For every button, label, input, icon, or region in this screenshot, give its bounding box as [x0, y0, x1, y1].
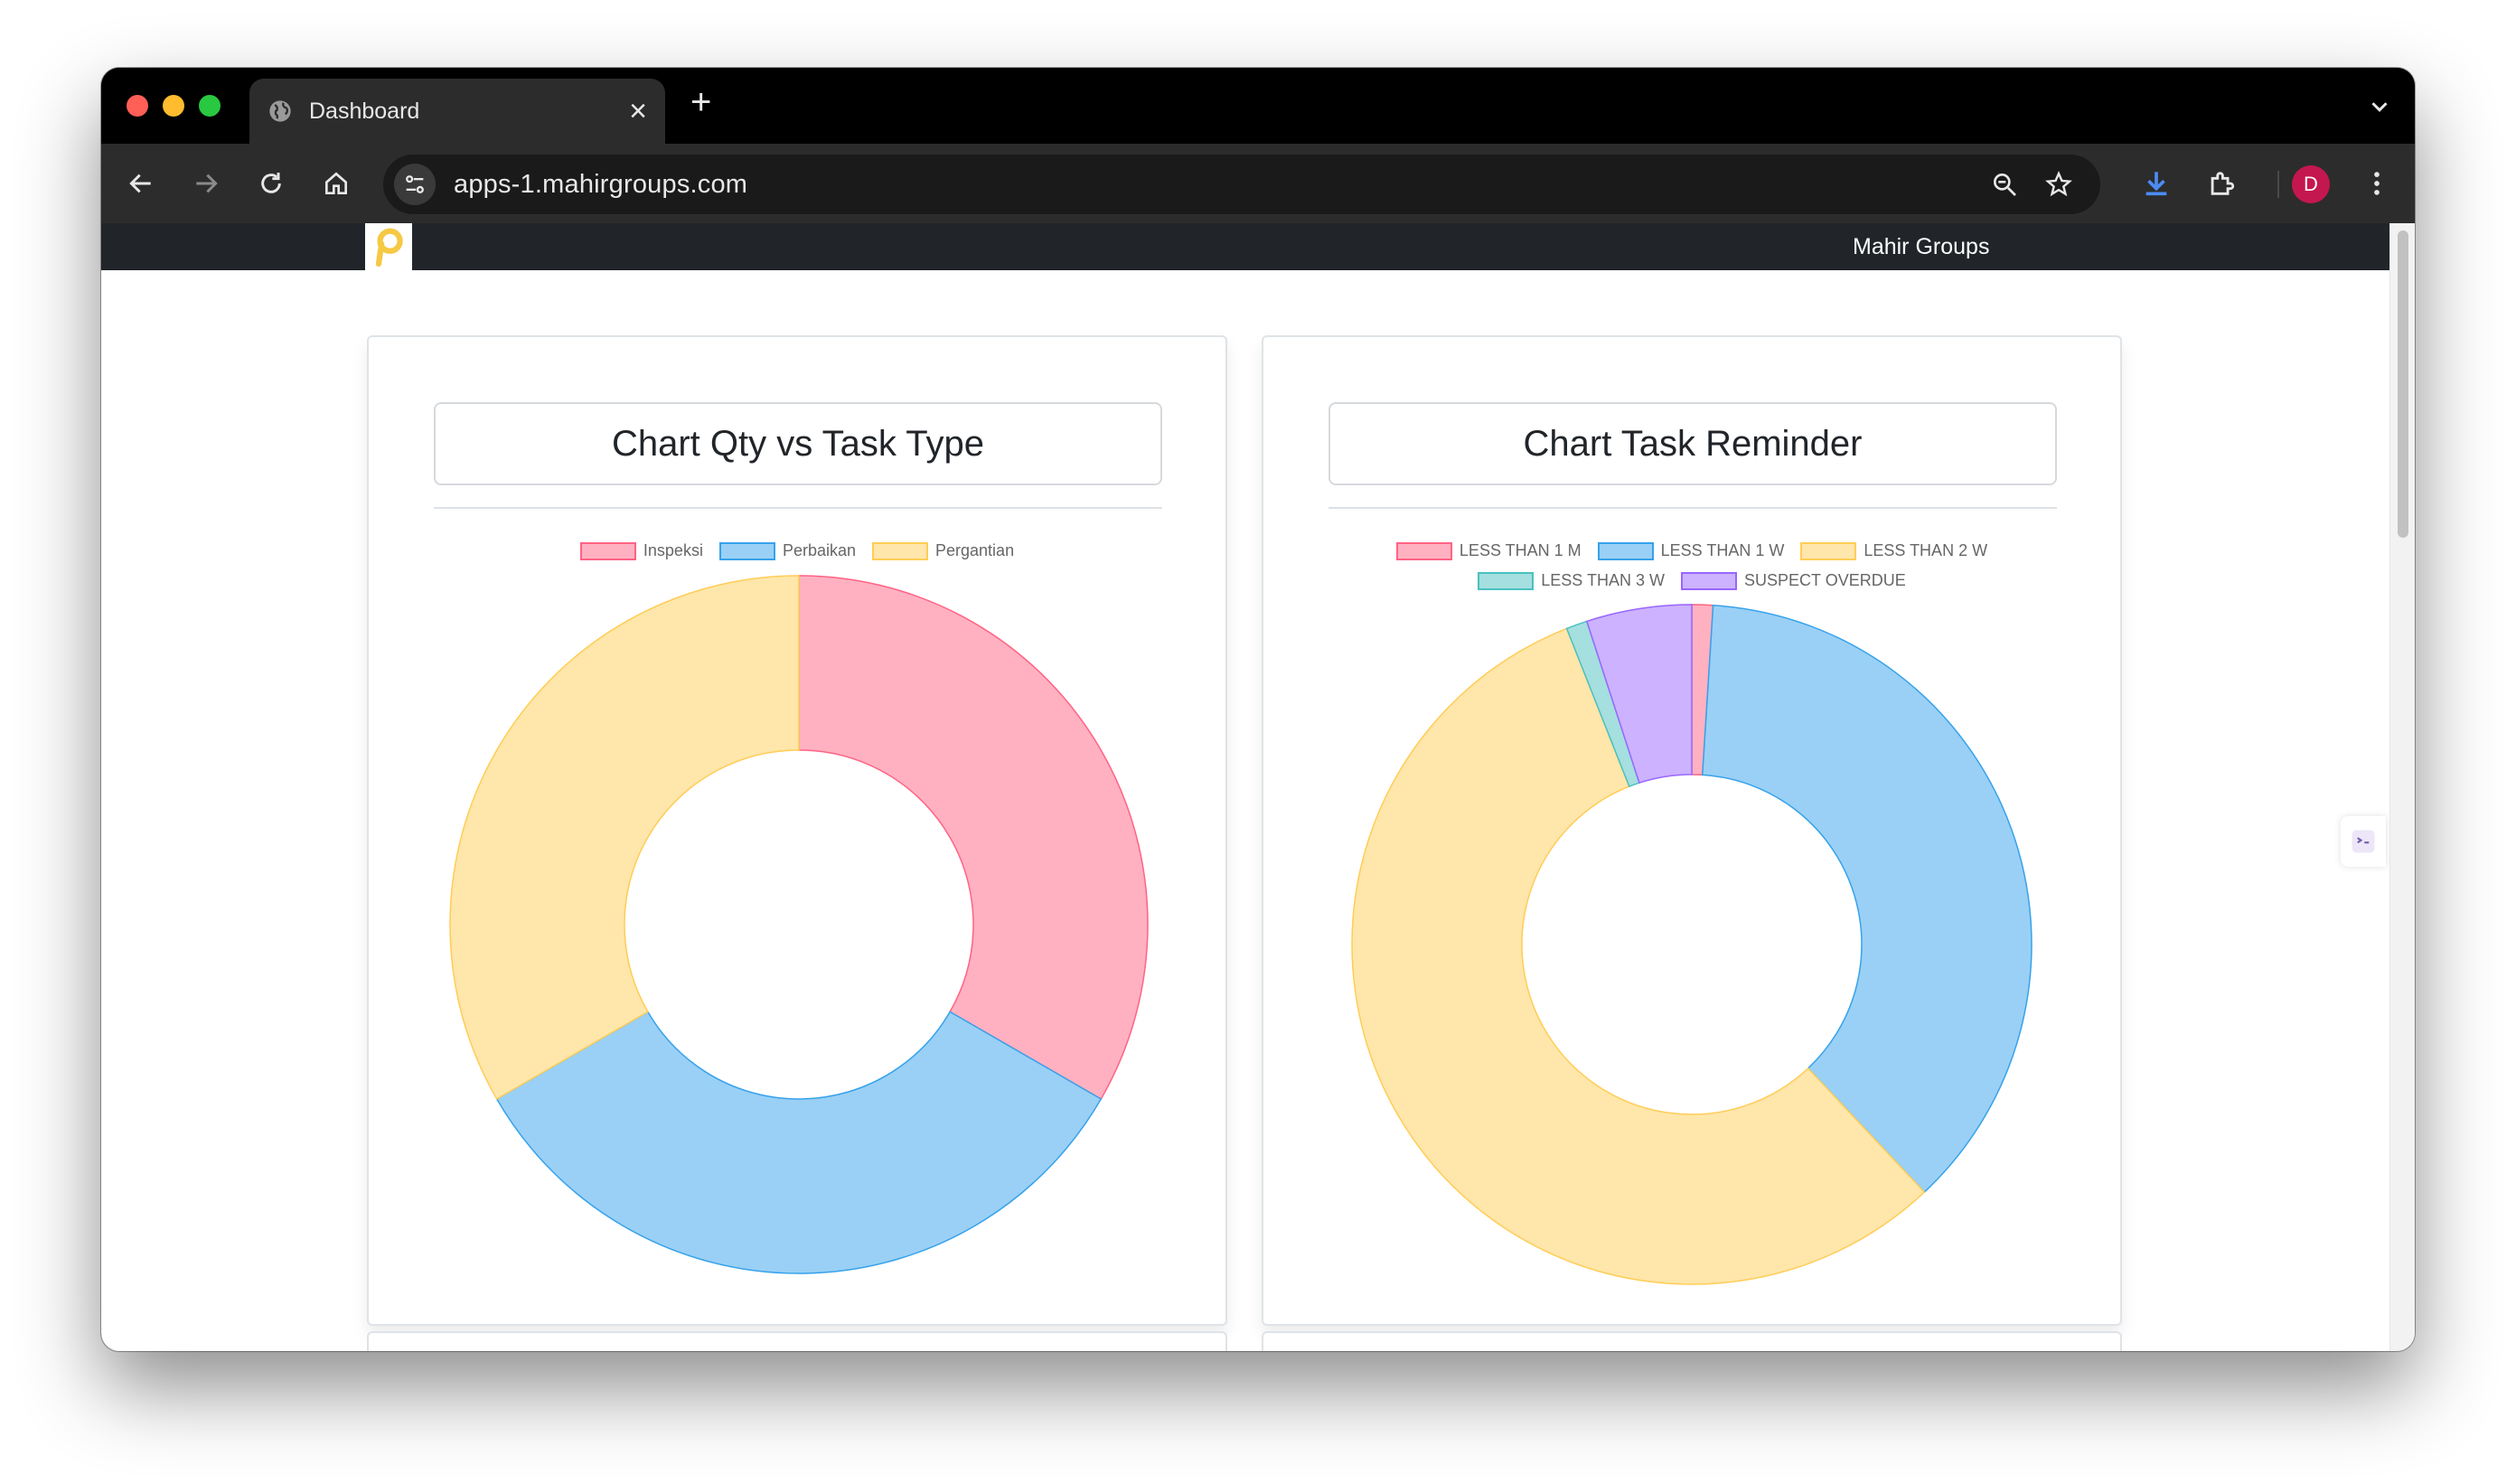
top-navbar: Mahir Groups — [101, 223, 2389, 270]
next-card-right — [1262, 1331, 2122, 1351]
browser-menu-button[interactable] — [2357, 164, 2397, 203]
download-icon — [2145, 172, 2167, 196]
browser-toolbar: apps-1.mahirgroups.com D — [101, 144, 2415, 223]
chart-legend: Inspeksi Perbaikan Pergantian — [369, 541, 1225, 560]
vertical-scrollbar[interactable] — [2389, 223, 2415, 1351]
scrollbar-thumb[interactable] — [2398, 230, 2408, 538]
forward-arrow-icon — [196, 174, 218, 193]
legend-swatch — [1395, 541, 1452, 560]
legend-label: Pergantian — [935, 541, 1015, 559]
reload-button[interactable] — [251, 164, 291, 203]
tab-strip: Dashboard × + — [101, 68, 2415, 144]
legend-item-less-than-1-m[interactable]: LESS THAN 1 M — [1395, 541, 1582, 560]
slice-perbaikan[interactable] — [495, 1010, 1103, 1274]
legend-item-less-than-1-w[interactable]: LESS THAN 1 W — [1597, 541, 1785, 560]
legend-swatch — [1800, 541, 1857, 560]
legend-swatch — [1681, 571, 1737, 590]
legend-label: Perbaikan — [782, 541, 857, 559]
legend-label: Inspeksi — [643, 541, 703, 559]
kebab-menu-icon — [2374, 172, 2380, 195]
side-widget-button[interactable] — [2341, 816, 2386, 867]
puzzle-icon — [2211, 172, 2235, 195]
forward-button[interactable] — [186, 164, 226, 203]
chart-title: Chart Task Reminder — [1328, 402, 2057, 485]
legend-item-less-than-3-w[interactable]: LESS THAN 3 W — [1478, 571, 1665, 590]
tab-title: Dashboard — [309, 98, 420, 124]
minimize-window-button[interactable] — [163, 95, 184, 117]
legend-item-less-than-2-w[interactable]: LESS THAN 2 W — [1800, 541, 1987, 560]
legend-swatch — [718, 541, 775, 560]
chart-legend: LESS THAN 1 M LESS THAN 1 W LESS THAN 2 W L… — [1263, 541, 2120, 590]
globe-icon — [269, 100, 291, 122]
close-window-button[interactable] — [127, 95, 148, 117]
legend-label: LESS THAN 1 W — [1660, 541, 1785, 559]
legend-label: LESS THAN 2 W — [1864, 541, 1988, 559]
app-logo[interactable] — [365, 223, 412, 270]
url-text[interactable]: apps-1.mahirgroups.com — [454, 169, 748, 199]
legend-item-perbaikan[interactable]: Perbaikan — [718, 541, 857, 560]
extensions-button[interactable] — [2202, 164, 2241, 203]
doughnut-chart — [449, 575, 1149, 1274]
legend-swatch — [1597, 541, 1654, 560]
zoom-out-icon[interactable] — [1990, 170, 2019, 199]
legend-item-suspect-overdue[interactable]: SUSPECT OVERDUE — [1681, 571, 1906, 590]
address-bar[interactable]: apps-1.mahirgroups.com — [383, 155, 2100, 214]
bookmark-star-icon[interactable] — [2044, 170, 2073, 199]
legend-swatch — [579, 541, 636, 560]
brand-name[interactable]: Mahir Groups — [1853, 234, 1990, 259]
tab-search-chevron-icon[interactable] — [2366, 93, 2393, 120]
tune-icon — [406, 175, 424, 193]
new-tab-button[interactable]: + — [690, 82, 712, 122]
legend-swatch — [872, 541, 929, 560]
logo-icon — [375, 228, 403, 267]
widget-icon — [2352, 830, 2375, 853]
downloads-button[interactable] — [2136, 164, 2176, 203]
legend-label: LESS THAN 1 M — [1459, 541, 1582, 559]
divider — [434, 507, 1162, 509]
reload-icon — [261, 173, 281, 193]
slice-inspeksi[interactable] — [798, 575, 1149, 1101]
legend-item-pergantian[interactable]: Pergantian — [872, 541, 1014, 560]
slice-pergantian[interactable] — [449, 575, 800, 1101]
close-tab-icon[interactable]: × — [629, 94, 647, 128]
home-icon — [325, 172, 347, 194]
doughnut-chart — [1351, 604, 2033, 1285]
back-button[interactable] — [121, 164, 161, 203]
legend-label: LESS THAN 3 W — [1541, 571, 1665, 589]
legend-item-inspeksi[interactable]: Inspeksi — [579, 541, 703, 560]
browser-window: Dashboard × + apps-1.mah — [101, 68, 2415, 1351]
home-button[interactable] — [316, 164, 356, 203]
maximize-window-button[interactable] — [199, 95, 221, 117]
back-arrow-icon — [129, 174, 151, 193]
legend-swatch — [1478, 571, 1535, 590]
chart-card-task-type: Chart Qty vs Task Type Inspeksi Perbaikan… — [367, 335, 1227, 1326]
toolbar-separator — [2277, 171, 2279, 198]
chart-title: Chart Qty vs Task Type — [434, 402, 1162, 485]
profile-avatar[interactable]: D — [2292, 165, 2330, 203]
chart-card-task-reminder: Chart Task Reminder LESS THAN 1 M LESS TH… — [1262, 335, 2122, 1326]
divider — [1328, 507, 2057, 509]
legend-label: SUSPECT OVERDUE — [1744, 571, 1906, 589]
site-info-button[interactable] — [394, 164, 436, 205]
tab-dashboard[interactable]: Dashboard × — [249, 79, 665, 144]
slice-less-than-2-w[interactable] — [1351, 627, 1926, 1285]
slice-less-than-1-w[interactable] — [1702, 604, 2033, 1194]
page-viewport: Mahir Groups Chart Qty vs Task Type Insp… — [101, 223, 2415, 1351]
next-card-left — [367, 1331, 1227, 1351]
slice-suspect-overdue[interactable] — [1585, 604, 1693, 784]
